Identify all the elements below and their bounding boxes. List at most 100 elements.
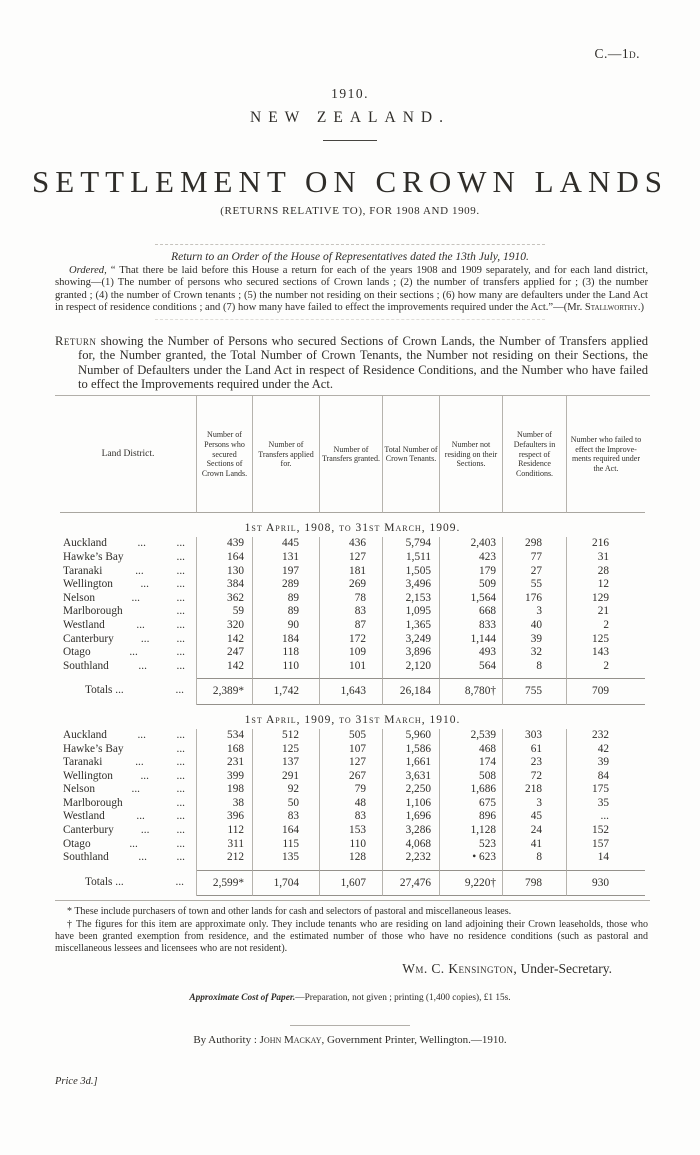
- value-cell: 320: [197, 618, 253, 633]
- value-cell: 12: [597, 578, 609, 591]
- total-value-cell: 1,643: [320, 678, 383, 705]
- district-cell: Nelson......: [60, 591, 197, 606]
- value-cell: 2,232: [383, 851, 440, 865]
- value-cell: 8: [503, 659, 567, 674]
- value-cell: 84: [597, 769, 609, 782]
- totals-label-cell: Totals ......: [60, 869, 197, 897]
- value-cell: 232: [592, 728, 609, 741]
- value-cell: 23: [503, 756, 567, 770]
- value-cell: 1,696: [383, 810, 440, 825]
- value-cell: 32: [503, 646, 567, 660]
- value-cell: 55: [503, 578, 567, 592]
- value-cell: 130: [197, 564, 253, 579]
- leader-dots: ...: [175, 684, 184, 697]
- value-cell: ...: [600, 810, 609, 823]
- leader-dots: ...: [176, 824, 185, 837]
- district-cell: Southland......: [60, 851, 197, 865]
- value-cell: 89: [253, 591, 320, 606]
- leader-dots: ...: [137, 728, 146, 741]
- leader-dots: ...: [129, 646, 138, 659]
- cost-note-body: —Preparation, not given ; printing (1,40…: [295, 993, 511, 1004]
- district-label: Hawke’s Bay: [63, 742, 124, 755]
- return-body: showing the Number of Persons who secure…: [78, 334, 648, 392]
- value-cell: 2,120: [383, 659, 440, 674]
- masthead: 1910. NEW ZEALAND. SETTLEMENT ON CROWN L…: [0, 0, 700, 217]
- ordered-lead: Ordered,: [69, 265, 107, 276]
- total-value-cell: 1,704: [253, 869, 320, 897]
- spacer-cell: [320, 864, 383, 870]
- total-value-cell: 2,389*: [197, 678, 253, 705]
- value-cell: 48: [320, 796, 383, 811]
- footnote-star: * These include purchasers of town and o…: [67, 906, 512, 918]
- value-cell: 439: [197, 537, 253, 551]
- value-cell: 675: [440, 796, 503, 811]
- spacer-cell: [383, 864, 440, 870]
- value-cell: 2,250: [383, 783, 440, 797]
- district-label: Westland: [63, 618, 105, 631]
- value-cell: 198: [197, 783, 253, 797]
- leader-dots: ...: [176, 837, 185, 850]
- value-cell: 445: [253, 537, 320, 551]
- value-cell: 2,539: [440, 728, 503, 743]
- district-label: Hawke’s Bay: [63, 550, 124, 563]
- column-header-persons-secured: Number of Persons who secured Sections o…: [197, 396, 253, 514]
- value-cell: 143: [592, 646, 609, 659]
- value-cell: 127: [320, 756, 383, 770]
- page-title: SETTLEMENT ON CROWN LANDS: [32, 164, 668, 199]
- value-cell: 564: [440, 659, 503, 674]
- value-cell: 61: [503, 742, 567, 757]
- table-bottom-rule: [55, 900, 650, 902]
- value-cell: 153: [320, 824, 383, 838]
- value-cell: 523: [440, 837, 503, 852]
- district-label: Auckland: [63, 728, 107, 741]
- value-cell: 384: [197, 578, 253, 592]
- value-cell: 115: [253, 837, 320, 852]
- value-cell: 164: [197, 550, 253, 565]
- section-caption: 1st April, 1908, to 31st March, 1909.: [244, 522, 461, 535]
- leader-dots: ...: [135, 564, 144, 577]
- value-cell: 87: [320, 618, 383, 633]
- credit-name: Stallworthy: [584, 301, 638, 313]
- district-label: Wellington: [63, 578, 113, 591]
- leader-dots: ...: [176, 810, 185, 823]
- value-cell: 92: [253, 783, 320, 797]
- leader-dots: ...: [176, 851, 185, 864]
- district-cell: Auckland......: [60, 728, 197, 743]
- leader-dots: ...: [176, 537, 185, 550]
- value-cell: 127: [320, 550, 383, 565]
- leader-dots: ...: [176, 796, 185, 809]
- total-value-cell: 9,220†: [440, 869, 503, 897]
- country-heading: NEW ZEALAND.: [250, 109, 450, 126]
- spacer-cell: [60, 864, 197, 870]
- district-label: Westland: [63, 810, 105, 823]
- total-value-cell: 2,599*: [197, 869, 253, 897]
- leader-dots: ...: [176, 783, 185, 796]
- district-cell: Hawke’s Bay...: [60, 550, 197, 565]
- leader-dots: ...: [176, 618, 185, 631]
- spacer-cell: [503, 864, 567, 870]
- spacer-cell: [440, 864, 503, 870]
- district-cell: Hawke’s Bay...: [60, 742, 197, 757]
- totals-label: Totals ...: [85, 875, 124, 888]
- value-cell: 2: [603, 618, 609, 631]
- leader-dots: ...: [129, 837, 138, 850]
- total-value-cell: 1,607: [320, 869, 383, 897]
- leader-dots: ...: [140, 578, 149, 591]
- year-heading: 1910.: [331, 86, 369, 101]
- value-cell: 303: [503, 728, 567, 743]
- return-description: Return showing the Number of Persons who…: [55, 334, 648, 391]
- cost-note-lead: Approximate Cost of Paper.: [189, 993, 296, 1004]
- leader-dots: ...: [176, 605, 185, 618]
- district-label: Taranaki: [63, 756, 103, 769]
- value-cell: 1,586: [383, 742, 440, 757]
- totals-label: Totals ...: [85, 684, 124, 697]
- value-cell: 181: [320, 564, 383, 579]
- value-cell: • 623: [440, 851, 503, 865]
- value-cell: 164: [253, 824, 320, 838]
- spacer-cell: [440, 673, 503, 679]
- value-cell: 493: [440, 646, 503, 660]
- value-cell: 90: [253, 618, 320, 633]
- value-cell: 107: [320, 742, 383, 757]
- district-label: Canterbury: [63, 824, 114, 837]
- value-cell: 505: [320, 728, 383, 743]
